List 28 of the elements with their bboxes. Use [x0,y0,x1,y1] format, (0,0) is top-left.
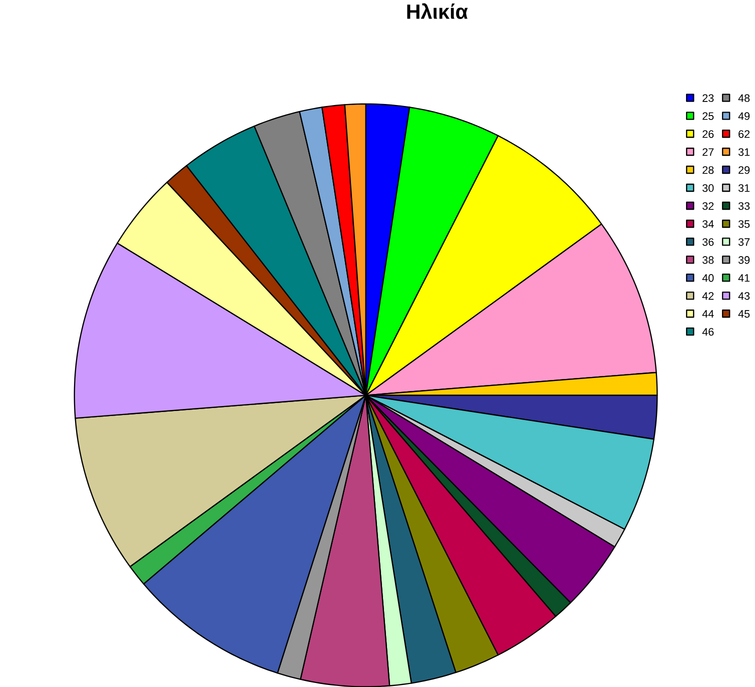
legend-label: 31 [738,148,750,156]
legend-label: 46 [702,328,714,336]
legend-label: 37 [738,238,750,246]
legend-label: 32 [702,202,714,210]
legend-label: 41 [738,274,750,282]
legend-label: 62 [738,130,750,138]
legend-label: 27 [702,148,714,156]
legend-label: 44 [702,310,714,318]
legend-label: 28 [702,166,714,174]
legend-label: 36 [702,238,714,246]
legend-label: 48 [738,94,750,102]
legend-label: 23 [702,94,714,102]
legend-label: 49 [738,112,750,120]
legend-label: 26 [702,130,714,138]
legend-label: 34 [702,220,714,228]
legend-label: 35 [738,220,750,228]
legend-label: 39 [738,256,750,264]
chart-title: Ηλικία [407,3,468,19]
legend-label: 40 [702,274,714,282]
legend-label: 31 [738,184,750,192]
legend-label: 42 [702,292,714,300]
legend-label: 29 [738,166,750,174]
legend-label: 38 [702,256,714,264]
legend-label: 33 [738,202,750,210]
legend-label: 45 [738,310,750,318]
legend-label: 43 [738,292,750,300]
legend-label: 25 [702,112,714,120]
legend-label: 30 [702,184,714,192]
